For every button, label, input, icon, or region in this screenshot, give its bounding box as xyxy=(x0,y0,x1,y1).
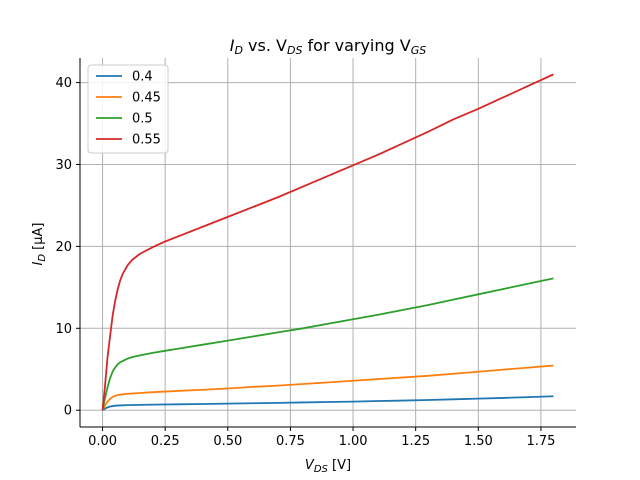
x-tick-label: 1.50 xyxy=(464,434,493,449)
x-tick-label: 1.00 xyxy=(339,434,368,449)
legend-label: 0.4 xyxy=(132,70,153,85)
x-tick-label: 0.75 xyxy=(276,434,305,449)
x-axis-title: VDS [V] xyxy=(305,458,351,475)
legend-label: 0.5 xyxy=(132,112,153,127)
x-tick-label: 0.50 xyxy=(213,434,242,449)
y-axis-title: ID [μA] xyxy=(31,223,48,266)
x-ticks: 0.00 0.25 0.50 0.75 1.00 1.25 1.50 1.75 xyxy=(88,427,555,449)
series-line-0.5 xyxy=(101,277,554,411)
series-line-0.55 xyxy=(101,73,554,411)
y-tick-label: 40 xyxy=(55,76,72,91)
y-tick-label: 20 xyxy=(55,240,72,255)
y-ticks: 0 10 20 30 40 xyxy=(55,76,80,419)
series-lines xyxy=(101,73,554,411)
y-tick-label: 30 xyxy=(55,158,72,173)
series-line-0.4 xyxy=(102,395,554,411)
x-tick-label: 1.25 xyxy=(401,434,430,449)
grid xyxy=(80,58,576,427)
x-tick-label: 0.00 xyxy=(88,434,117,449)
axes xyxy=(79,58,576,428)
x-tick-label: 1.75 xyxy=(526,434,555,449)
y-tick-label: 0 xyxy=(64,404,72,419)
legend-label: 0.45 xyxy=(132,91,161,106)
legend: 0.4 0.45 0.5 0.55 xyxy=(87,64,169,154)
x-tick-label: 0.25 xyxy=(151,434,180,449)
legend-label: 0.55 xyxy=(132,133,161,148)
y-tick-label: 10 xyxy=(55,322,72,337)
legend-frame xyxy=(87,64,169,154)
series-line-0.45 xyxy=(101,364,554,411)
chart-title: ID vs. VDS for varying VGS xyxy=(230,36,426,57)
